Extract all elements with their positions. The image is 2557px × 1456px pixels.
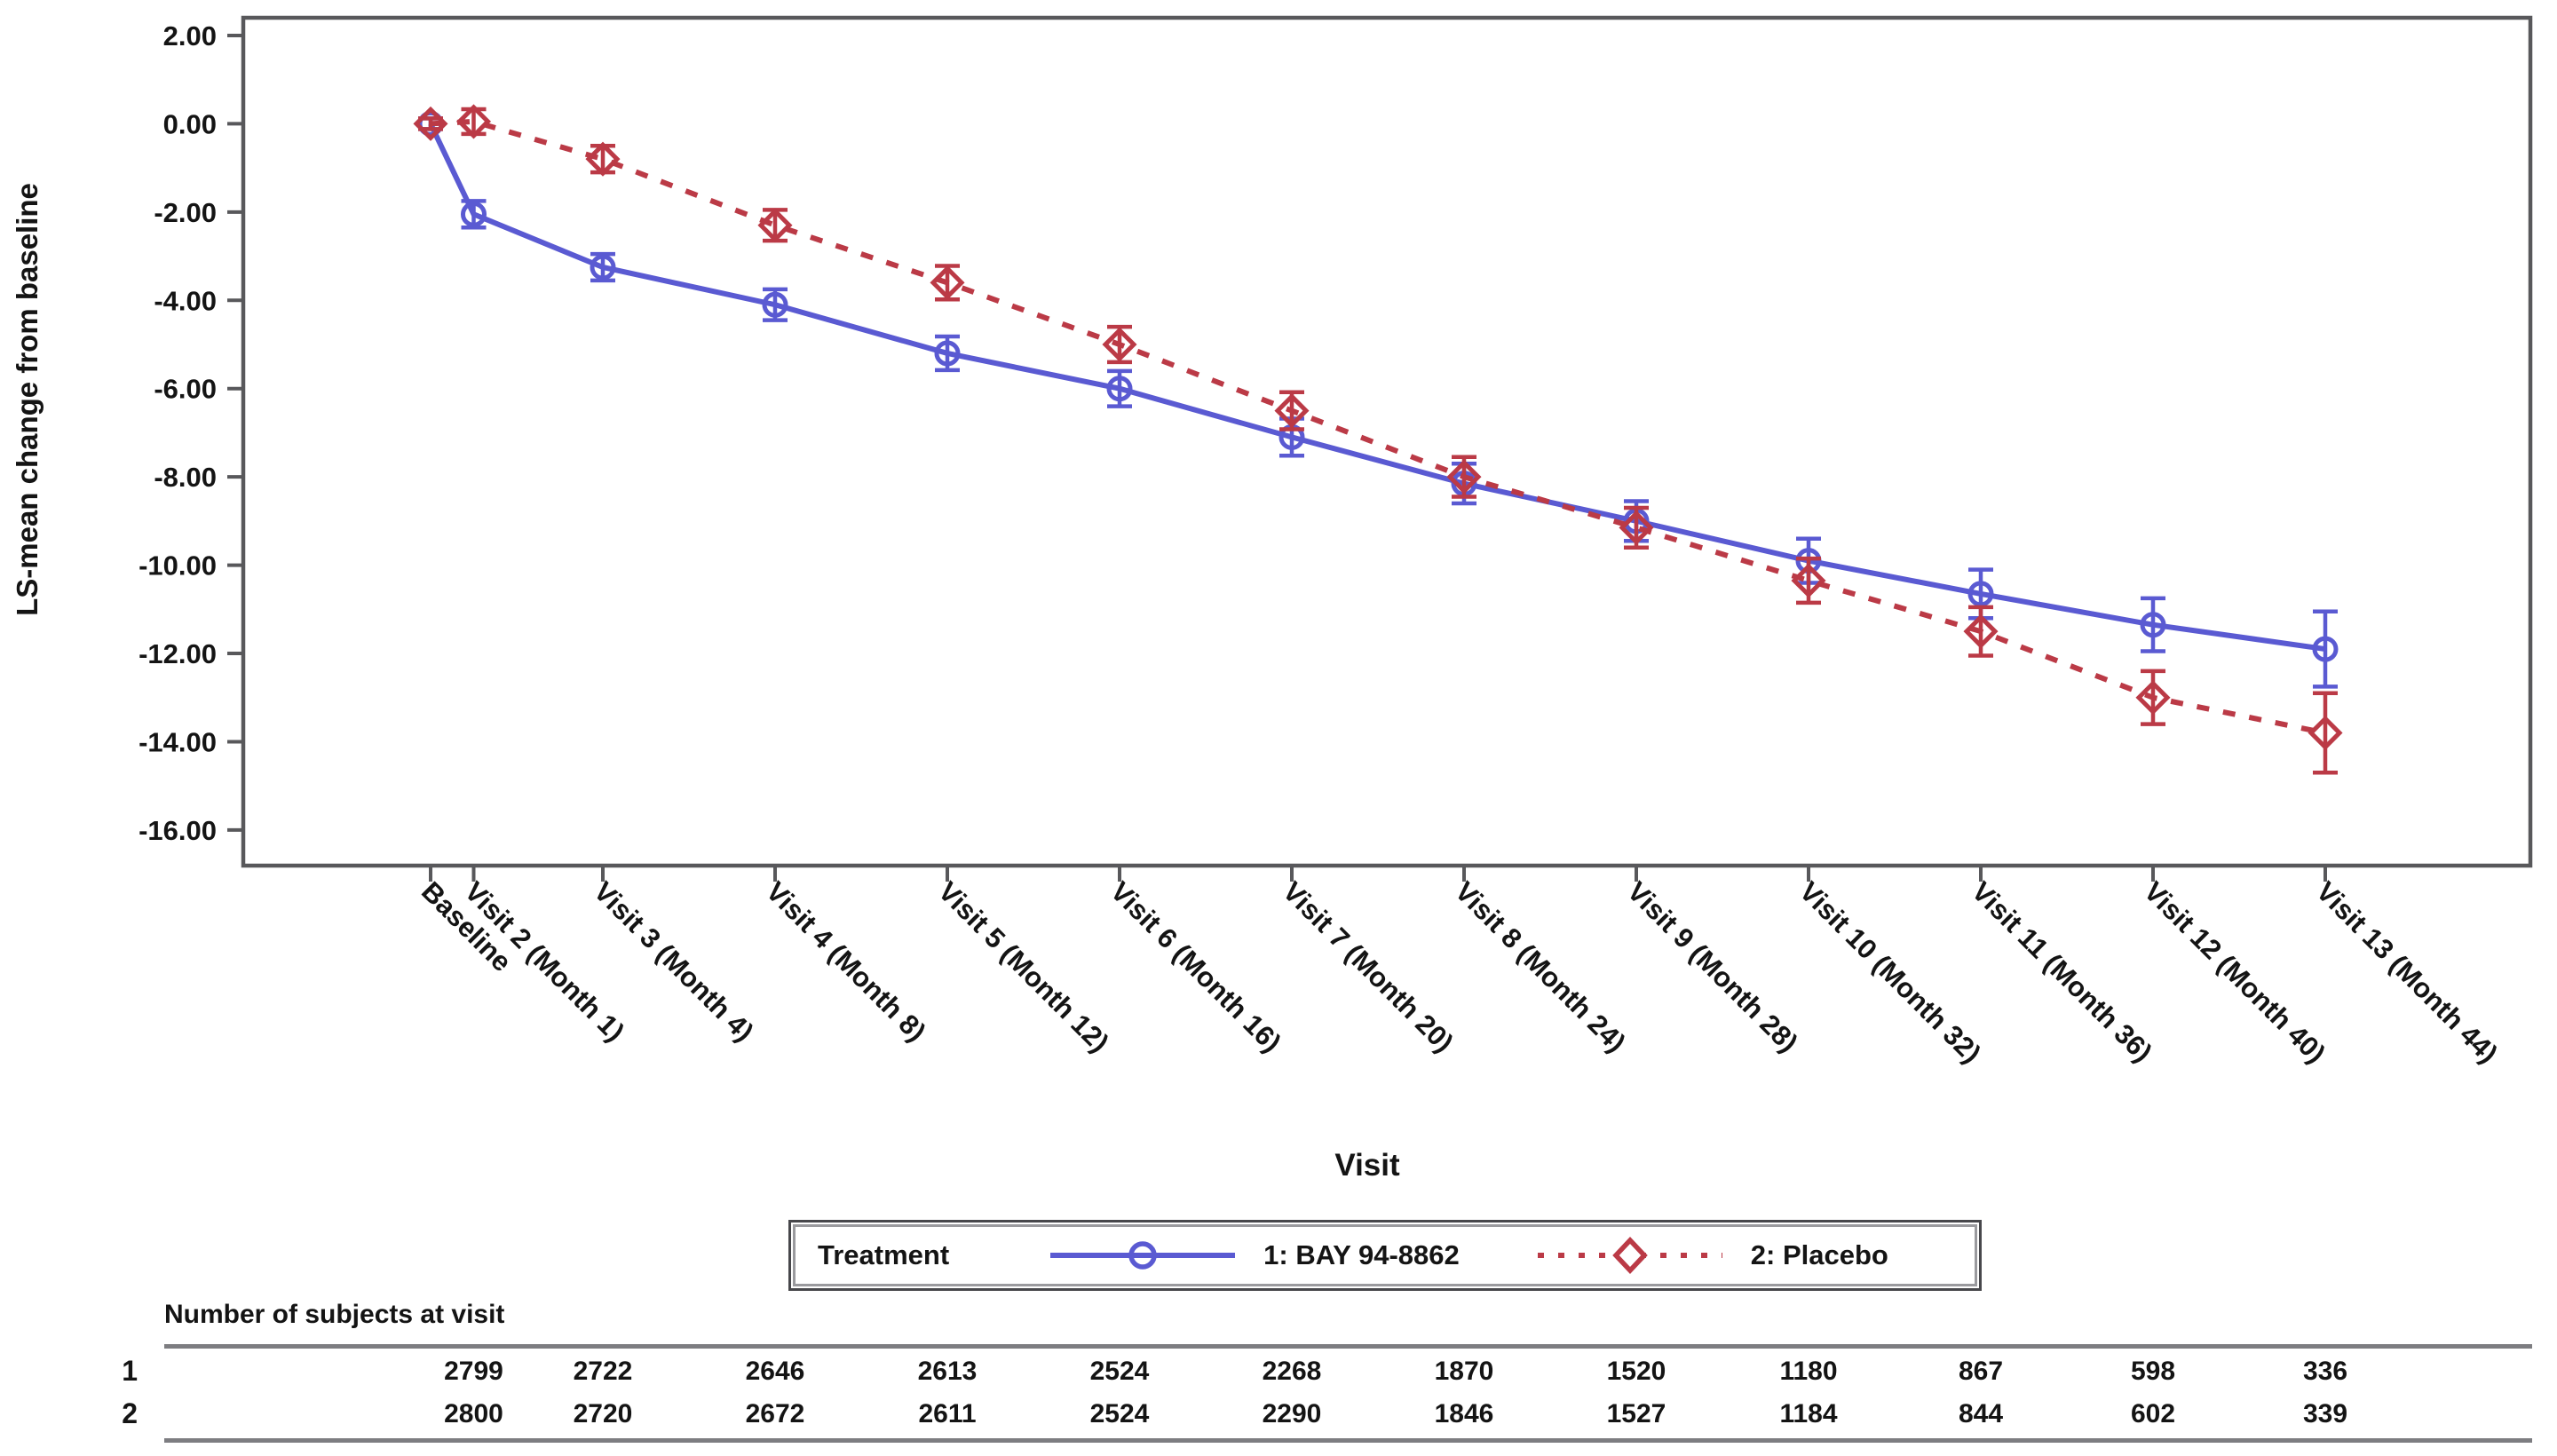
diamond-marker [1619, 510, 1654, 545]
legend-dashed-diamond-icon [1537, 1236, 1722, 1275]
y-tick-label: -2.00 [154, 197, 217, 228]
line-chart-canvas: LS-mean change from baseline 2.00 0.00 -2.… [11, 15, 2533, 1069]
diamond-marker [585, 141, 621, 177]
subjects-row-1-label: 1 [122, 1355, 138, 1387]
x-tick-label: Visit 7 (Month 20) [1277, 875, 1460, 1058]
chart-legend: Treatment 1: BAY 94-8862 2: Placebo [788, 1220, 1982, 1291]
subject-count: 2672 [745, 1399, 805, 1428]
diamond-marker [1791, 563, 1826, 598]
y-tick-label: 2.00 [163, 20, 217, 51]
subject-count: 2290 [1262, 1399, 1322, 1428]
subject-count: 2613 [917, 1357, 978, 1386]
subject-count: 2646 [745, 1357, 805, 1386]
x-tick-label: Visit 8 (Month 24) [1449, 875, 1632, 1058]
circle-marker [461, 201, 487, 227]
x-tick-label: Visit 12 (Month 40) [2138, 875, 2331, 1069]
circle-marker [2312, 636, 2339, 662]
x-tick-label: Visit 10 (Month 32) [1793, 875, 1987, 1069]
legend-title: Treatment [818, 1239, 950, 1270]
circle-marker [1967, 581, 1994, 607]
circle-marker [762, 291, 788, 318]
subject-count: 2524 [1089, 1357, 1150, 1386]
y-tick-label: -10.00 [139, 550, 217, 582]
subject-count: 2722 [573, 1357, 633, 1386]
x-tick-label: Visit 4 (Month 8) [760, 875, 932, 1048]
subject-count: 2800 [444, 1399, 503, 1428]
circle-marker [590, 254, 616, 281]
x-tick-label: Visit 9 (Month 28) [1621, 875, 1804, 1058]
circle-marker [934, 340, 961, 367]
series-diamond [413, 104, 2343, 775]
circle-marker [2140, 612, 2166, 638]
subject-count: 1520 [1606, 1357, 1666, 1386]
y-tick-label: -14.00 [139, 726, 217, 757]
y-tick-label: -12.00 [139, 638, 217, 669]
subjects-row-1: 1 2799 2722 2646 2613 2524 2268 1870 1520 1180 86… [0, 1355, 2557, 1396]
circle-marker [1106, 376, 1133, 402]
subjects-table-bottom-rule [164, 1438, 2532, 1443]
subject-count: 867 [1958, 1357, 2004, 1386]
diamond-marker [1446, 459, 1482, 495]
legend-item-bay-label: 1: BAY 94-8862 [1263, 1239, 1460, 1270]
diamond-marker [757, 208, 793, 243]
plot-frame [241, 15, 2533, 868]
subject-count: 1184 [1779, 1399, 1838, 1428]
x-axis-title: Visit [1334, 1148, 1400, 1183]
subject-count: 2268 [1262, 1357, 1322, 1386]
x-tick-label: Visit 11 (Month 36) [1966, 875, 2158, 1068]
diamond-marker [1274, 393, 1310, 429]
subject-count: 2799 [444, 1357, 503, 1386]
subject-count: 1527 [1606, 1399, 1666, 1428]
subject-count: 1870 [1434, 1357, 1494, 1386]
diamond-marker [1963, 613, 1999, 649]
subjects-row-2: 2 2800 2720 2672 2611 2524 2290 1846 1527 1184 84… [0, 1397, 2557, 1438]
subjects-row-2-label: 2 [122, 1397, 138, 1429]
diamond-marker [1102, 327, 1137, 362]
y-tick-label: 0.00 [163, 108, 217, 139]
subject-count: 339 [2302, 1399, 2348, 1428]
x-tick-label: Visit 5 (Month 12) [932, 875, 1115, 1058]
subject-count: 598 [2130, 1357, 2176, 1386]
subject-count: 844 [1958, 1399, 2004, 1428]
subject-count: 336 [2302, 1357, 2348, 1386]
series-line [430, 118, 2326, 736]
diamond-marker [930, 265, 965, 300]
subjects-table-title: Number of subjects at visit [164, 1300, 505, 1329]
y-axis-title: LS-mean change from baseline [11, 183, 44, 616]
subject-count: 2524 [1089, 1399, 1150, 1428]
diamond-marker [2135, 680, 2171, 716]
x-tick-label: Visit 6 (Month 16) [1104, 875, 1287, 1058]
legend-item-placebo-label: 2: Placebo [1750, 1239, 1888, 1270]
subjects-table-top-rule [164, 1344, 2532, 1349]
series-circle [417, 110, 2339, 689]
y-tick-label: -8.00 [154, 462, 217, 493]
diamond-marker [413, 106, 448, 141]
subject-count: 602 [2130, 1399, 2176, 1428]
subject-count: 2611 [918, 1399, 977, 1428]
subject-count: 1846 [1434, 1399, 1494, 1428]
y-tick-label: -6.00 [154, 374, 217, 405]
diamond-marker [2308, 716, 2343, 751]
subject-count: 2720 [573, 1399, 633, 1428]
y-tick-label: -4.00 [154, 285, 217, 316]
subject-count: 1180 [1779, 1357, 1838, 1386]
diamond-marker [455, 104, 492, 139]
y-tick-label: -16.00 [139, 815, 217, 846]
x-tick-label: Visit 13 (Month 44) [2310, 875, 2504, 1069]
legend-line-circle-icon [1050, 1241, 1236, 1270]
